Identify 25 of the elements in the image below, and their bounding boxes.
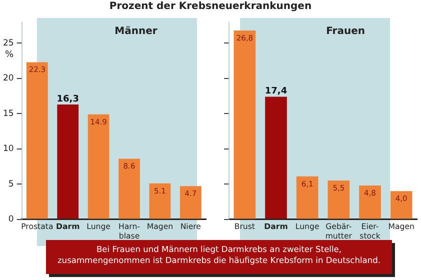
bar xyxy=(118,158,140,219)
bar xyxy=(26,62,48,219)
bar xyxy=(57,104,79,219)
bar xyxy=(265,96,287,219)
chart-subtitle: Männer xyxy=(114,26,158,38)
data-label: 16,3 xyxy=(56,94,79,104)
bar xyxy=(390,191,412,219)
y-tick-label: 10 xyxy=(2,144,14,154)
y-tick-label: 20 xyxy=(2,74,14,84)
data-label: 17,4 xyxy=(264,86,288,97)
bar xyxy=(234,30,256,219)
chart-subtitle: Frauen xyxy=(326,26,366,38)
bar xyxy=(180,186,202,219)
bar xyxy=(328,180,350,219)
bar xyxy=(88,114,110,219)
y-tick-label: 5 xyxy=(8,179,14,190)
bar xyxy=(359,185,381,219)
bar xyxy=(296,176,318,219)
y-tick-label: 25 xyxy=(2,38,14,48)
chart-title: Prozent der Krebsneuerkrankungen xyxy=(108,1,313,12)
bar xyxy=(149,183,171,219)
y-axis-title: % xyxy=(5,50,14,60)
y-tick-label: 15 xyxy=(2,108,14,119)
text: Bei Frauen und Männern liegt Darmkrebs an zweiter Stelle, zusammengenommen ist Darmkrebs die häufigste Krebsform in Deutschland. xyxy=(46,240,392,274)
y-tick-label: 0 xyxy=(8,214,14,224)
